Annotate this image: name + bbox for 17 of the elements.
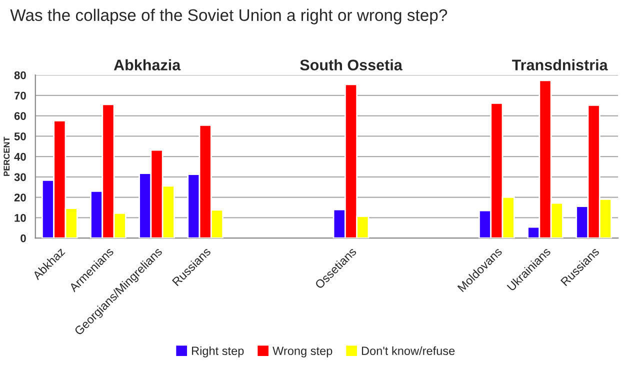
text: Abkhazia [114, 59, 181, 70]
y-tick-label: 20 [14, 194, 26, 202]
text: South Ossetia [300, 59, 402, 70]
y-tick-label: 10 [14, 214, 26, 222]
y-axis-title: PERCENT [4, 136, 10, 176]
y-tick-label: 30 [14, 173, 26, 182]
y-tick-label: 40 [14, 152, 26, 161]
y-tick-label: 70 [14, 92, 26, 100]
y-tick-label: 50 [14, 132, 26, 140]
text: Transdnistria [512, 59, 608, 70]
y-tick-label: 0 [20, 234, 26, 242]
chart-title: Was the collapse of the Soviet Union a right or wrong step? [10, 8, 448, 24]
legend-label: Wrong step [272, 346, 332, 358]
legend-label: Don't know/refuse [362, 346, 455, 356]
y-tick-label: 60 [14, 112, 26, 120]
y-tick-label: 80 [14, 71, 26, 80]
legend-label: Right step [192, 346, 244, 358]
